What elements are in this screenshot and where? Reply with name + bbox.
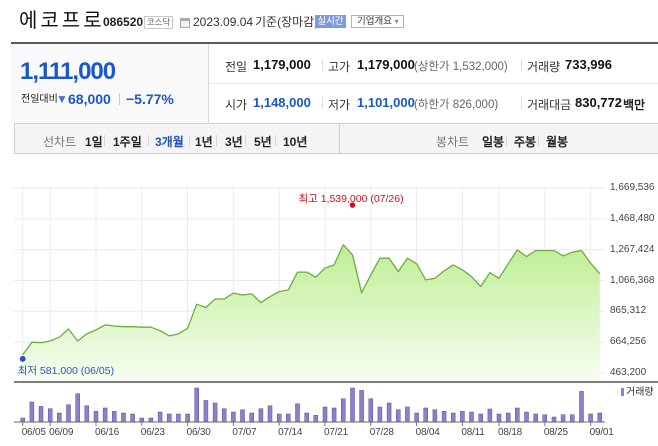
toolbar-separator [538,135,539,146]
toolbar-separator [189,135,190,146]
x-axis-label: 07/14 [278,427,303,438]
tab-period-1d[interactable]: 1일 [85,135,103,149]
change-label: 전일대비 [21,94,58,105]
price-area [22,244,601,382]
basis-date: 2023.09.04 [193,15,254,29]
change-divider [119,93,120,105]
x-axis-label: 07/07 [232,427,257,438]
volume-bars [20,387,603,423]
current-price: 1,111,000 [20,58,116,85]
x-axis-label: 09/01 [589,427,614,438]
chart-markers [19,202,356,362]
tab-period-1y[interactable]: 1년 [195,135,213,149]
stats-row-divider [210,83,658,84]
stats-divider [322,59,323,71]
x-axis-label: 08/25 [543,427,568,438]
volume-label: 거래량 [527,60,561,74]
stats-divider [521,97,522,109]
tab-candle-weekly[interactable]: 주봉 [514,135,537,149]
x-axis-label: 08/18 [498,427,523,438]
x-axis-label: 06/16 [94,427,119,438]
amount-label: 거래대금 [527,98,572,112]
tab-candle-monthly[interactable]: 월봉 [546,135,569,149]
tab-period-5y[interactable]: 5년 [254,135,272,149]
tab-period-1w[interactable]: 1주일 [113,135,142,149]
market-badge: 코스닥 [144,16,173,29]
toolbar-separator [148,135,149,146]
amount-unit: 백만 [623,98,646,112]
stats-divider [521,59,522,71]
high-value: 1,179,000 [357,57,415,72]
x-axis-label: 06/09 [49,427,74,438]
toolbar-divider [339,124,340,153]
calendar-icon [180,18,190,28]
x-axis-label: 06/30 [186,427,211,438]
toolbar-separator [245,135,246,146]
stock-name: 에코프로 [19,10,105,32]
line-chart-label: 선차트 [43,135,77,149]
chevron-down-icon: ▾ [394,17,399,26]
x-axis-label: 07/21 [323,427,348,438]
price-panel [11,44,209,123]
candle-chart-label: 봉차트 [436,135,470,149]
company-info-label: 기업개요 [357,16,392,27]
company-info-button[interactable]: 기업개요 ▾ [351,15,404,28]
stock-code: 086520 [103,15,144,29]
stats-divider [322,97,323,109]
low-value: 1,101,000 [357,95,415,110]
x-axis-label: 07/28 [369,427,394,438]
y-axis-label: 865,312 [610,305,647,317]
x-axis-label: 08/11 [461,427,485,438]
tab-period-3m[interactable]: 3개월 [155,135,184,149]
tab-period-3y[interactable]: 3년 [225,135,243,149]
basis-label: 기준(장마감) [255,15,319,29]
x-axis-label: 06/23 [140,427,165,438]
amount-value: 830,772 [575,95,622,110]
low-price-annotation: 최저 581,000 (06/05) [17,364,115,377]
prev-close-value: 1,179,000 [253,57,311,72]
volume-legend-label: 거래량 [626,387,654,398]
toolbar-separator [275,135,276,146]
x-axis-label: 08/04 [415,427,440,438]
y-axis-label: 1,669,536 [610,182,655,193]
change-amount: 68,000 [68,91,111,107]
y-axis-label: 1,066,368 [610,274,655,286]
volume-value: 733,996 [565,57,612,72]
high-price-annotation: 최고 1,539,000 (07/26) [298,193,404,206]
lower-limit-note: (하한가 826,000) [414,99,499,111]
open-value: 1,148,000 [253,95,311,110]
low-label: 저가 [328,98,351,112]
x-axis-label: 06/05 [21,427,46,438]
y-axis-label: 1,468,480 [610,212,655,224]
toolbar-separator [216,135,217,146]
chart-toolbar [14,123,658,154]
volume-legend-swatch [621,388,624,396]
high-label: 고가 [328,60,351,74]
header-divider [11,42,658,44]
chart-axes [14,381,658,426]
tab-candle-daily[interactable]: 일봉 [482,135,505,149]
upper-limit-note: (상한가 1,532,000) [414,61,508,73]
volume-legend: 거래량 [621,387,654,399]
down-arrow-icon: ▼ [56,92,68,106]
realtime-button[interactable]: 실시간 [315,15,346,28]
tab-period-10y[interactable]: 10년 [283,135,308,149]
y-axis-label: 1,267,424 [610,243,655,255]
y-axis-label: 463,200 [610,367,647,378]
y-axis-label: 664,256 [610,336,647,348]
prev-close-label: 전일 [225,60,248,74]
toolbar-separator [506,135,507,146]
open-label: 시가 [225,98,248,112]
toolbar-separator [104,135,105,146]
change-rate: −5.77% [126,91,174,107]
